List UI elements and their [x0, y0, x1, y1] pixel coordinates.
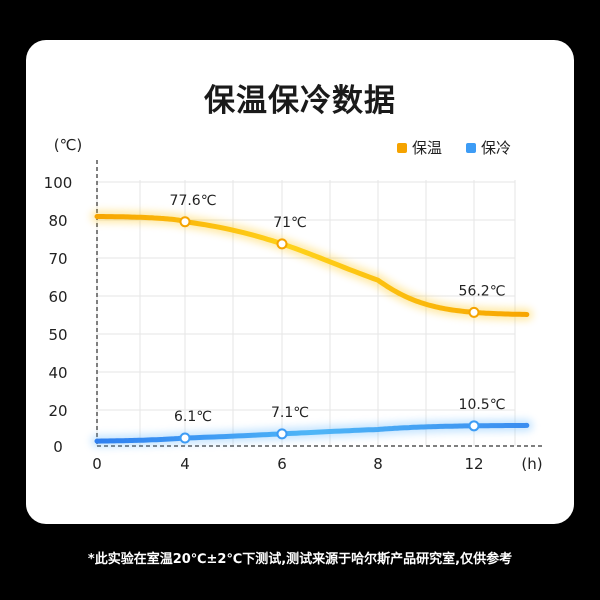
y-axis-label: (℃) [54, 136, 83, 154]
footnote: *此实验在室温20℃±2℃下测试,测试来源于哈尔斯产品研究室,仅供参考 [87, 552, 513, 567]
data-label: 10.5℃ [459, 397, 506, 413]
data-point [468, 306, 480, 318]
y-tick-label: 0 [53, 438, 63, 456]
x-tick-label: 0 [92, 455, 102, 473]
x-tick-label: 6 [277, 455, 287, 473]
data-point [179, 216, 191, 228]
legend-label: 保冷 [481, 139, 511, 157]
data-label: 7.1℃ [271, 405, 309, 421]
data-label: 71℃ [273, 215, 307, 231]
y-tick-label: 40 [48, 364, 67, 382]
data-point [276, 238, 288, 250]
grid [96, 180, 516, 446]
x-tick-label: 12 [464, 455, 483, 473]
legend-swatch [466, 143, 476, 153]
y-tick-label: 100 [44, 174, 73, 192]
chart-title: 保温保冷数据 [204, 83, 396, 119]
data-label: 6.1℃ [174, 409, 212, 425]
series-line-warm [94, 214, 530, 317]
legend: 保温 保冷 [397, 139, 511, 157]
data-point [468, 420, 480, 432]
y-tick-label: 60 [48, 288, 67, 306]
x-tick-label: 8 [373, 455, 383, 473]
x-axis-label: (h) [521, 455, 542, 473]
x-tick-label: 4 [180, 455, 190, 473]
tick-labels: 100 80 70 60 50 40 20 0 0 4 6 8 12 (℃) (h) [44, 136, 543, 473]
legend-label: 保温 [412, 139, 442, 157]
y-tick-label: 50 [48, 326, 67, 344]
data-label: 56.2℃ [459, 283, 506, 299]
series-glow [91, 210, 533, 321]
series-group: 77.6℃ 71℃ 56.2℃ 6.1℃ 7.1℃ 10.5℃ [91, 193, 533, 448]
y-tick-label: 70 [48, 250, 67, 268]
data-point [276, 428, 288, 440]
axes [96, 160, 545, 447]
data-point [179, 432, 191, 444]
y-tick-label: 20 [48, 402, 67, 420]
legend-swatch [397, 143, 407, 153]
y-tick-label: 80 [48, 212, 67, 230]
data-label: 77.6℃ [170, 193, 217, 209]
